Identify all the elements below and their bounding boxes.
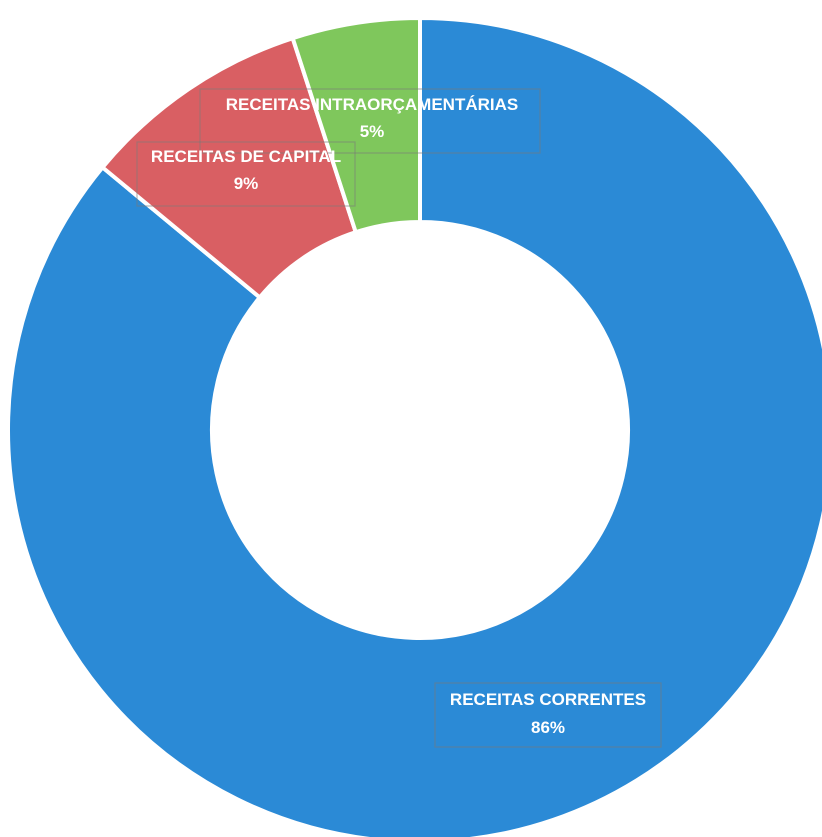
data-label-name-receitas-correntes: RECEITAS CORRENTES <box>450 690 646 709</box>
label-box-receitas-de-capital <box>136 141 356 207</box>
data-label-value-receitas-intraorcamentarias: 5% <box>360 122 385 141</box>
data-label-name-receitas-de-capital: RECEITAS DE CAPITAL <box>151 147 341 166</box>
data-label-value-receitas-correntes: 86% <box>531 718 565 737</box>
label-box-receitas-intraorcamentarias <box>199 88 541 154</box>
slice-receitas-intraorcamentarias <box>290 15 422 235</box>
data-labels: RECEITAS INTRAORÇAMENTÁRIAS 5% RECEITAS … <box>136 88 662 748</box>
donut-slices <box>6 15 822 837</box>
label-box-receitas-correntes <box>434 682 662 748</box>
slice-receitas-correntes <box>6 15 822 837</box>
data-label-value-receitas-de-capital: 9% <box>234 174 259 193</box>
data-label-name-receitas-intraorcamentarias: RECEITAS INTRAORÇAMENTÁRIAS <box>226 95 518 114</box>
